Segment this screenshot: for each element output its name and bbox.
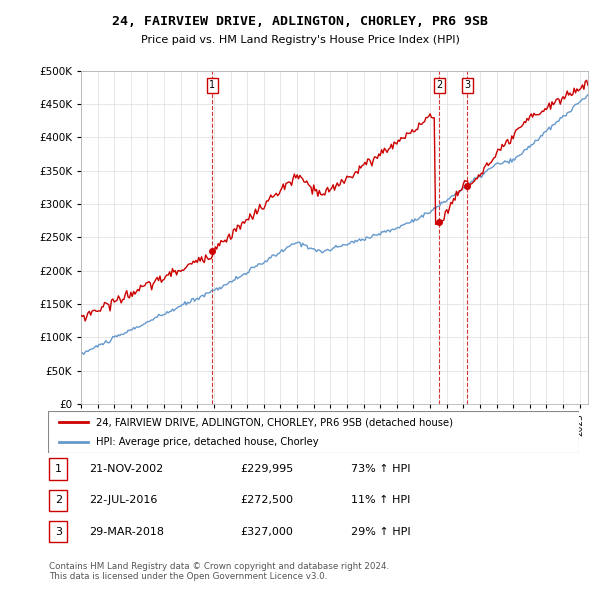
FancyBboxPatch shape: [48, 411, 579, 453]
Text: 2: 2: [55, 496, 62, 505]
Text: 21-NOV-2002: 21-NOV-2002: [89, 464, 163, 474]
Text: HPI: Average price, detached house, Chorley: HPI: Average price, detached house, Chor…: [96, 437, 319, 447]
Text: 1: 1: [55, 464, 62, 474]
Text: Price paid vs. HM Land Registry's House Price Index (HPI): Price paid vs. HM Land Registry's House …: [140, 35, 460, 45]
Text: £229,995: £229,995: [240, 464, 293, 474]
Text: £327,000: £327,000: [240, 527, 293, 536]
Text: 73% ↑ HPI: 73% ↑ HPI: [351, 464, 410, 474]
Text: 24, FAIRVIEW DRIVE, ADLINGTON, CHORLEY, PR6 9SB (detached house): 24, FAIRVIEW DRIVE, ADLINGTON, CHORLEY, …: [96, 417, 453, 427]
Text: 2: 2: [436, 80, 442, 90]
Text: 11% ↑ HPI: 11% ↑ HPI: [351, 496, 410, 505]
Text: £272,500: £272,500: [240, 496, 293, 505]
Text: 1: 1: [209, 80, 215, 90]
Text: 3: 3: [55, 527, 62, 536]
Text: 24, FAIRVIEW DRIVE, ADLINGTON, CHORLEY, PR6 9SB: 24, FAIRVIEW DRIVE, ADLINGTON, CHORLEY, …: [112, 15, 488, 28]
Text: 3: 3: [464, 80, 470, 90]
Text: 29% ↑ HPI: 29% ↑ HPI: [351, 527, 410, 536]
Text: Contains HM Land Registry data © Crown copyright and database right 2024.
This d: Contains HM Land Registry data © Crown c…: [49, 562, 389, 581]
Text: 22-JUL-2016: 22-JUL-2016: [89, 496, 157, 505]
Text: 29-MAR-2018: 29-MAR-2018: [89, 527, 164, 536]
